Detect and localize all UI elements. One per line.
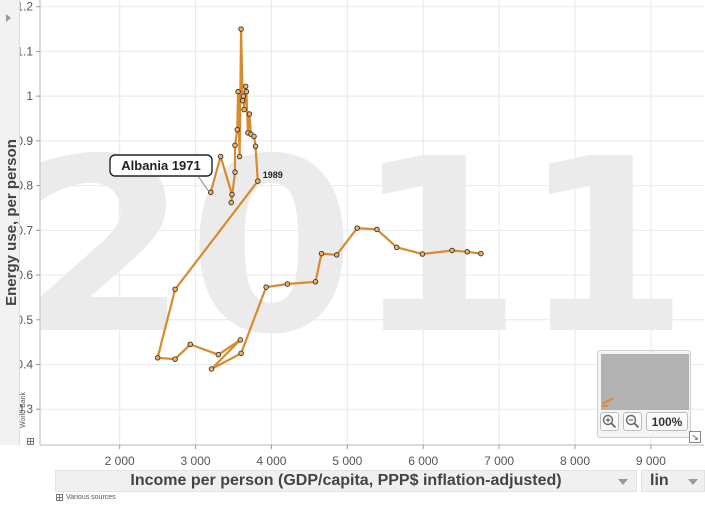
- zoom-out-icon: [625, 414, 640, 429]
- data-point: [217, 153, 224, 160]
- y-tick-label: 1.1: [16, 44, 33, 58]
- data-point: [187, 341, 194, 348]
- resize-corner-icon[interactable]: ↘: [689, 431, 701, 443]
- y-tick-label: 0.9: [16, 134, 33, 148]
- y-tick-label: 0.5: [16, 313, 33, 327]
- data-point: [238, 350, 244, 357]
- y-tick-label: 0.4: [16, 357, 33, 371]
- y-tick-label: 0.6: [16, 268, 33, 282]
- y-tick-label: 0.7: [16, 223, 33, 237]
- data-point: [251, 133, 257, 140]
- data-point: [228, 199, 234, 206]
- series-albania[interactable]: [154, 26, 484, 372]
- minimap-viewport[interactable]: [601, 354, 689, 410]
- x-tick-label: 5 000: [332, 454, 362, 468]
- data-point: [229, 191, 235, 198]
- left-panel-toggle[interactable]: [0, 0, 20, 445]
- start-tag-connector: [197, 175, 210, 192]
- start-tag-box: [109, 154, 213, 177]
- year-watermark: 2011: [21, 107, 689, 387]
- data-point: [374, 226, 380, 233]
- x-tick-label: 9 000: [636, 454, 666, 468]
- x-source-label: Various sources: [66, 494, 116, 501]
- data-point: [464, 249, 470, 255]
- data-point: [263, 284, 269, 290]
- y-source-label: World Bank: [20, 391, 27, 428]
- data-point: [215, 351, 222, 358]
- data-point: [172, 286, 178, 293]
- annotations: Albania 1971 1989: [109, 154, 283, 192]
- data-point: [236, 153, 243, 160]
- data-point: [232, 142, 238, 149]
- data-point: [393, 244, 400, 251]
- data-point: [255, 178, 261, 184]
- x-axis-title: Income per person (GDP/capita, PPP$ infl…: [130, 472, 562, 489]
- table-icon: [56, 494, 63, 501]
- data-point: [333, 252, 340, 258]
- x-tick-label: 2 000: [105, 454, 135, 468]
- data-point: [232, 169, 238, 175]
- y-axis-title-wrap: Energy use, per person: [0, 0, 22, 445]
- chevron-down-icon: [688, 479, 698, 485]
- y-tick-label: 1.2: [16, 0, 33, 14]
- data-point: [284, 281, 291, 287]
- data-point: [246, 111, 253, 117]
- y-tick-label: 0.3: [16, 402, 33, 416]
- x-tick-label: 4 000: [256, 454, 286, 468]
- data-point: [242, 83, 249, 90]
- zoom-in-button[interactable]: [600, 412, 619, 431]
- x-tick-label: 8 000: [560, 454, 590, 468]
- zoom-in-icon: [602, 414, 617, 429]
- data-point: [243, 88, 250, 95]
- data-point: [154, 355, 161, 361]
- x-tick-label: 6 000: [408, 454, 438, 468]
- data-point: [449, 247, 455, 254]
- y-tick-label: 0.8: [16, 179, 33, 193]
- chevron-down-icon: [618, 479, 628, 485]
- y-axis-title[interactable]: Energy use, per person: [2, 139, 20, 306]
- zoom-reset-button[interactable]: 100%: [646, 412, 688, 431]
- zoom-out-button[interactable]: [623, 412, 642, 431]
- data-source-icon[interactable]: [27, 438, 34, 445]
- data-point: [208, 366, 215, 372]
- data-point: [478, 250, 484, 257]
- year-point-label: 1989: [263, 170, 283, 180]
- expand-arrow-icon[interactable]: [6, 14, 11, 22]
- minimap-marker: [602, 405, 608, 407]
- x-scale-select[interactable]: lin: [641, 470, 705, 492]
- y-tick-label: 1: [26, 89, 33, 103]
- x-source[interactable]: Various sources: [56, 494, 116, 501]
- data-point: [207, 189, 214, 196]
- grid: [40, 0, 704, 445]
- data-point: [172, 356, 178, 362]
- data-point: [419, 251, 426, 257]
- x-tick-label: 3 000: [181, 454, 211, 468]
- data-point: [252, 143, 259, 149]
- x-tick-label: 7 000: [484, 454, 514, 468]
- start-tag-label: Albania 1971: [121, 158, 201, 173]
- data-point: [238, 26, 244, 32]
- scale-value: lin: [650, 472, 669, 489]
- data-point: [240, 93, 247, 99]
- data-point: [234, 126, 241, 133]
- data-point: [239, 97, 246, 104]
- data-point: [235, 88, 241, 95]
- data-point: [241, 106, 247, 113]
- data-point: [237, 337, 244, 343]
- data-point: [312, 279, 319, 285]
- data-point: [354, 225, 360, 231]
- axes: 2 000 3 000 4 000 5 000 6 000 7 000 8 000 9 000…: [16, 0, 704, 468]
- data-point: [318, 250, 325, 257]
- x-axis-indicator-select[interactable]: Income per person (GDP/capita, PPP$ infl…: [55, 470, 637, 492]
